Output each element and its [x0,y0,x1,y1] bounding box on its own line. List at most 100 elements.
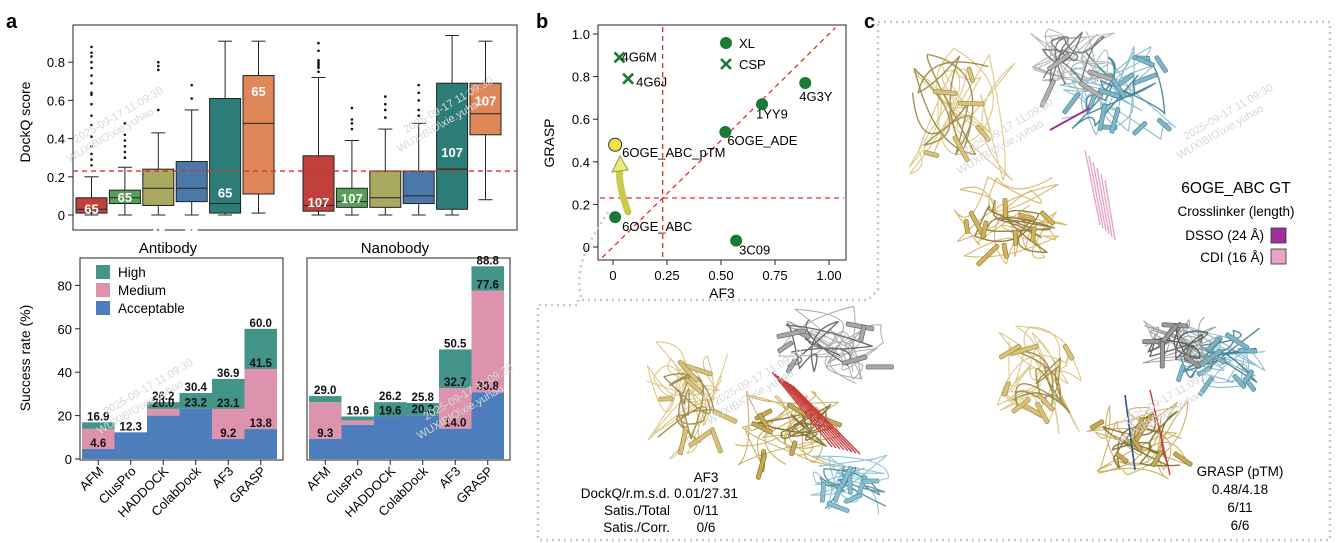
arrow-improvement [616,162,632,216]
legend-csp-marker [720,58,732,70]
bar-acceptable [406,415,439,459]
n-label: 107 [341,191,363,206]
beta-strand [847,474,853,495]
box [335,187,368,208]
beta-strand [1183,353,1201,369]
crosslink-violated [786,381,853,453]
diagonal [601,27,836,259]
beta-strand [1018,212,1035,222]
bar-acceptable [82,449,115,459]
bar-label-acceptable: 30.8 [477,381,500,393]
beta-strand [1198,376,1214,396]
y-tick-label: 20 [58,409,72,424]
beta-strand [684,377,703,394]
scatter-af3-vs-grasp: GRASP AF3 0 0.25 0.50 0.75 1.00 0 0.2 0.4 0.6 0.8… [541,24,847,301]
grasp-value: 6/6 [1231,518,1250,533]
beta-strand [980,220,989,239]
beta-strand [933,89,958,96]
outlier [90,164,93,167]
bar-label-medium: 20.2 [412,404,434,416]
coil [657,372,715,443]
point-circle [609,211,622,224]
bar-acceptable [147,415,180,459]
beta-strand [1001,242,1009,259]
outlier [384,102,387,106]
bar-label-total: 16.9 [87,411,109,423]
af3-row-value: 0/11 [693,503,718,518]
x-tick-label: 0.75 [762,268,787,283]
beta-strand [688,429,712,448]
beta-strand [923,150,940,158]
outlier [90,45,93,49]
outlier [350,118,354,121]
box [142,168,175,206]
beta-strand [677,359,700,383]
outlier [384,108,387,112]
bar-high [439,349,472,389]
y-tick-label: 0 [583,240,590,255]
bar-label-acceptable: 14.0 [444,418,466,430]
beta-strand [1087,69,1113,82]
bar-acceptable [439,428,472,459]
outlier [90,66,93,70]
outlier [90,81,93,85]
panel-c-frame [536,20,1332,542]
bar-medium [341,420,374,425]
outlier [90,158,93,161]
box [175,161,208,203]
point-label: 4G6M [621,49,656,64]
n-label: 65 [251,84,265,99]
outlier [90,74,93,77]
bar-label-total: 29.0 [314,385,336,397]
x-tick-label: AF3 [209,464,236,491]
crosslink-dsso [1049,107,1091,131]
legend-csp: CSP [739,57,766,72]
bar-label-total: 19.6 [347,405,369,417]
beta-strand [976,243,1000,267]
boxplot-y-label: DockQ score [17,81,33,162]
bar-medium [244,368,277,430]
beta-strand [1156,117,1172,132]
x-tick-label: 0.25 [654,268,679,283]
coil [974,199,1055,253]
outlier [190,83,193,87]
crosslinker-title: Crosslinker (length) [1177,204,1294,219]
beta-strand [1132,121,1148,136]
crosslink-cdi [1096,167,1110,235]
coil [908,47,1016,182]
point-label: 3C09 [739,243,770,258]
beta-strand [1011,397,1031,414]
bar-high [374,402,407,417]
outlier [123,144,127,148]
panel-label-c: c [864,11,875,33]
panel-label-b: b [536,11,548,33]
crosslink-cdi [1104,179,1116,241]
beta-strand [858,324,867,343]
outlier [123,122,127,125]
legend-swatch-medium [96,283,110,297]
bar-medium [439,388,472,429]
outlier [190,97,193,100]
outlier [90,91,93,95]
grasp-header: GRASP (pTM) [1197,464,1284,479]
outlier [90,114,93,117]
crosslink-cdi [1092,161,1107,232]
bar-label-medium: 23.1 [217,398,240,410]
crosslink-violated [789,383,857,454]
beta-strand [862,478,880,484]
bar-label-total: 26.2 [152,391,174,403]
structure-af3 [646,305,894,515]
beta-strand [1109,107,1121,134]
outlier [157,60,160,64]
outlier [90,102,93,106]
bar-acceptable [471,392,504,459]
beta-strand [709,427,723,454]
point-circle [719,125,732,138]
af3-row-value: 0.01/27.31 [674,486,738,501]
scatter-y-label: GRASP [541,118,557,167]
bar-label-total: 25.8 [412,392,435,404]
outlier [317,70,320,74]
bar-acceptable [114,432,147,459]
grasp-stats: GRASP (pTM) 0.48/4.18 6/11 6/6 [1197,464,1284,533]
beta-strand [1135,56,1155,68]
